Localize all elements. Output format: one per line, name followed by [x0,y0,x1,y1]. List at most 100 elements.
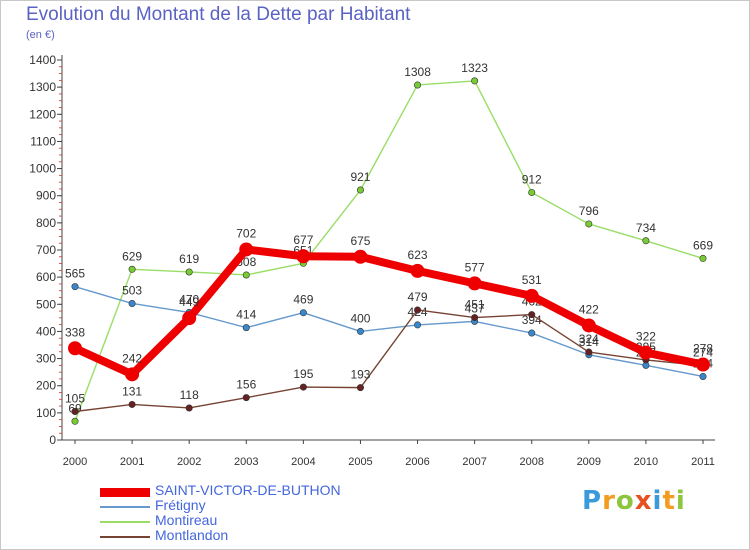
x-tick-label: 2009 [577,456,601,468]
y-tick-label: 700 [36,243,56,257]
y-tick-label: 300 [36,352,56,366]
y-tick-label: 500 [36,297,56,311]
data-point [414,306,422,314]
data-label: 274 [693,346,713,360]
data-point [128,265,136,273]
data-label: 677 [293,233,313,247]
data-point [414,81,422,89]
data-label: 118 [180,388,199,402]
legend-label: Frétigny [155,497,206,513]
proxiti-logo: Proxiti [582,486,686,516]
data-label: 675 [350,234,370,248]
data-label: 1308 [404,65,431,79]
logo-letter: i [652,486,663,516]
legend-item-montlandon: Montlandon [100,527,420,544]
data-point [699,254,707,262]
data-point [128,400,136,408]
data-label: 470 [179,292,199,306]
legend-label: Montlandon [155,527,229,543]
data-label: 451 [465,298,485,312]
data-point [242,394,250,402]
data-point [581,318,596,333]
data-point [299,309,307,317]
data-label: 577 [465,260,485,274]
chart-unit-label: (en €) [26,29,55,41]
data-label: 623 [408,248,428,262]
data-point [356,327,364,335]
data-point [242,271,250,279]
data-label: 449 [179,295,199,309]
legend-label: SAINT-VICTOR-DE-BUTHON [155,482,341,498]
y-tick-label: 1300 [29,80,56,94]
data-point [125,367,140,382]
logo-letter: P [582,486,603,516]
legend-item-fretigny: Frétigny [100,497,420,514]
data-point [528,329,536,337]
legend-item-saint-victor-de-buthon: SAINT-VICTOR-DE-BUTHON [100,482,420,499]
data-point [185,268,193,276]
data-point [696,357,710,372]
data-label: 912 [522,172,542,186]
data-point [471,314,479,322]
x-tick-label: 2005 [348,456,372,468]
data-label: 105 [65,392,85,406]
data-label: 314 [579,335,599,349]
y-tick-label: 800 [36,216,56,230]
x-tick-label: 2011 [691,456,715,468]
data-label: 437 [465,301,485,315]
data-point [71,417,79,425]
data-label: 669 [693,238,713,252]
data-label: 479 [408,290,428,304]
x-tick-label: 2003 [234,456,258,468]
logo-letter: r [602,486,616,516]
legend-label: Montireau [155,512,218,528]
data-label: 156 [236,378,256,392]
data-label: 131 [122,384,142,398]
y-tick-label: 100 [36,406,56,420]
data-point [296,249,311,264]
data-label: 394 [522,313,542,327]
logo-letter: t [662,486,676,516]
data-point [410,263,425,278]
series-line [74,309,704,413]
data-label: 565 [65,267,85,281]
data-point [128,299,136,307]
x-tick-label: 2007 [462,456,486,468]
data-point [239,242,254,257]
data-point [185,404,193,412]
data-point [585,348,593,356]
y-tick-label: 1000 [29,162,56,176]
series-line [74,80,704,422]
legend-item-montireau: Montireau [100,512,420,529]
data-label: 503 [122,283,142,297]
y-tick-label: 900 [36,189,56,203]
data-point [356,384,364,392]
legend-swatch [100,487,150,497]
data-point [353,249,368,264]
chart-title: Evolution du Montant de la Dette par Hab… [26,4,411,25]
x-tick-label: 2006 [405,456,429,468]
data-label: 702 [236,226,256,240]
data-point [638,345,653,360]
data-label: 469 [293,293,313,307]
data-point [68,341,82,356]
y-tick-label: 1100 [30,134,56,148]
series-line [74,285,704,378]
data-point [414,321,422,329]
x-tick-label: 2004 [291,456,315,468]
data-point [242,324,250,332]
x-tick-label: 2008 [519,456,543,468]
data-point [71,283,79,291]
data-label: 734 [636,221,656,235]
data-label: 193 [350,368,370,382]
data-point [585,220,593,228]
y-tick-label: 1400 [29,53,56,67]
data-point [182,311,197,326]
data-label: 324 [579,332,599,346]
data-label: 531 [522,273,542,287]
y-tick-label: 400 [36,324,56,338]
x-tick-label: 2010 [634,456,658,468]
data-point [467,276,482,291]
